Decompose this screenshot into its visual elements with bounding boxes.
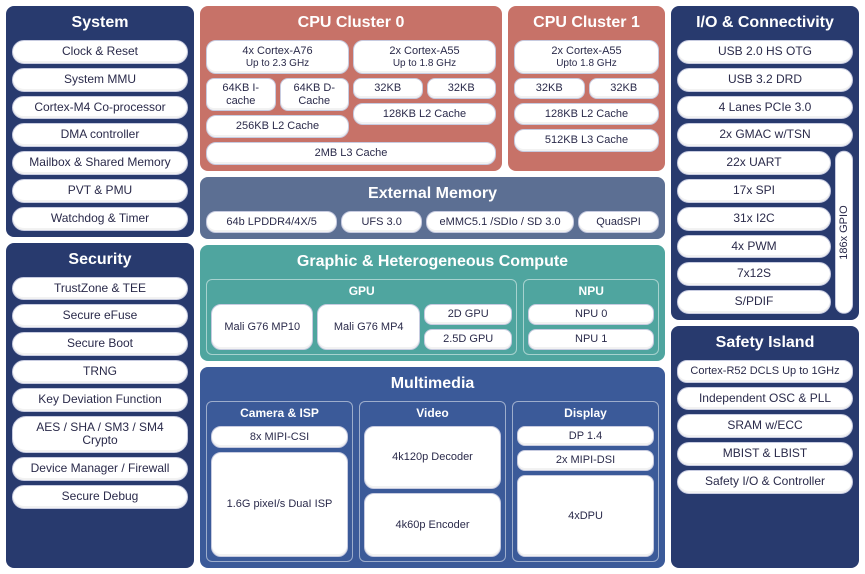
- io-gpio: 186x GPIO: [835, 151, 853, 314]
- gpu-d: 2.5D GPU: [424, 329, 512, 350]
- io-panel: I/O & Connectivity USB 2.0 HS OTG USB 3.…: [671, 6, 859, 320]
- gpu-c: 2D GPU: [424, 304, 512, 325]
- safety-item: Independent OSC & PLL: [677, 387, 853, 411]
- extmem-item: QuadSPI: [578, 211, 659, 234]
- system-item: Clock & Reset: [12, 40, 188, 64]
- mm-panel: Multimedia Camera & ISP 8x MIPI-CSI 1.6G…: [200, 367, 665, 568]
- cpu0-title: CPU Cluster 0: [206, 12, 496, 36]
- system-title: System: [12, 12, 188, 36]
- system-item: System MMU: [12, 68, 188, 92]
- cpu0-cacheB0: 32KB: [353, 78, 423, 99]
- io-item: 4x PWM: [677, 235, 831, 259]
- cpu0-panel: CPU Cluster 0 4x Cortex-A76Up to 2.3 GHz…: [200, 6, 502, 171]
- ghc-panel: Graphic & Heterogeneous Compute GPU Mali…: [200, 245, 665, 360]
- npu-title: NPU: [528, 284, 654, 300]
- security-item: Secure Boot: [12, 332, 188, 356]
- system-item: Mailbox & Shared Memory: [12, 151, 188, 175]
- io-title: I/O & Connectivity: [677, 12, 853, 36]
- ghc-title: Graphic & Heterogeneous Compute: [206, 251, 659, 275]
- security-title: Security: [12, 249, 188, 273]
- mm-cam-1: 1.6G pixeI/s DuaI ISP: [211, 452, 348, 557]
- security-item: TrustZone & TEE: [12, 277, 188, 301]
- mm-disp-1: 2x MIPI-DSI: [517, 450, 654, 471]
- io-item: 2x GMAC w/TSN: [677, 123, 853, 147]
- io-item: USB 3.2 DRD: [677, 68, 853, 92]
- mm-vid-title: Video: [364, 406, 501, 422]
- npu-1: NPU 1: [528, 329, 654, 350]
- mm-vid-0: 4k120p Decoder: [364, 426, 501, 490]
- cpu0-cacheA0: 64KB I-cache: [206, 78, 276, 111]
- security-item: Secure Debug: [12, 485, 188, 509]
- io-item: 31x I2C: [677, 207, 831, 231]
- safety-item: MBIST & LBIST: [677, 442, 853, 466]
- mm-disp: Display DP 1.4 2x MIPI-DSI 4xDPU: [512, 401, 659, 562]
- cpu1-l3: 512KB L3 Cache: [514, 129, 659, 152]
- mm-disp-0: DP 1.4: [517, 426, 654, 447]
- safety-item: Cortex-R52 DCLS Up to 1GHz: [677, 360, 853, 383]
- security-item: Secure eFuse: [12, 304, 188, 328]
- cpu1-l2: 128KB L2 Cache: [514, 103, 659, 126]
- io-item: 17x SPI: [677, 179, 831, 203]
- cpu1-core: 2x Cortex-A55Upto 1.8 GHz: [514, 40, 659, 74]
- cpu1-cache0: 32KB: [514, 78, 585, 99]
- safety-item: Safety I/O & Controller: [677, 470, 853, 494]
- system-item: DMA controller: [12, 123, 188, 147]
- security-panel: Security TrustZone & TEE Secure eFuse Se…: [6, 243, 194, 568]
- io-item: S/PDIF: [677, 290, 831, 314]
- io-item: 4 Lanes PCIe 3.0: [677, 96, 853, 120]
- cpu0-cacheA1: 64KB D-Cache: [280, 78, 350, 111]
- cpu0-l2A: 256KB L2 Cache: [206, 115, 349, 138]
- left-column: System Clock & Reset System MMU Cortex-M…: [6, 6, 194, 568]
- system-item: Cortex-M4 Co-processor: [12, 96, 188, 120]
- npu-0: NPU 0: [528, 304, 654, 325]
- cpu0-coreA: 4x Cortex-A76Up to 2.3 GHz: [206, 40, 349, 74]
- extmem-item: UFS 3.0: [341, 211, 422, 234]
- mm-vid-1: 4k60p Encoder: [364, 493, 501, 557]
- cpu0-cacheB1: 32KB: [427, 78, 497, 99]
- right-column: I/O & Connectivity USB 2.0 HS OTG USB 3.…: [671, 6, 859, 568]
- middle-column: CPU Cluster 0 4x Cortex-A76Up to 2.3 GHz…: [200, 6, 665, 568]
- extmem-item: 64b LPDDR4/4X/5: [206, 211, 337, 234]
- mm-vid: Video 4k120p Decoder 4k60p Encoder: [359, 401, 506, 562]
- safety-item: SRAM w/ECC: [677, 414, 853, 438]
- cpu-clusters-row: CPU Cluster 0 4x Cortex-A76Up to 2.3 GHz…: [200, 6, 665, 171]
- extmem-item: eMMC5.1 /SDIo / SD 3.0: [426, 211, 574, 234]
- io-item: 7x12S: [677, 262, 831, 286]
- cpu1-panel: CPU Cluster 1 2x Cortex-A55Upto 1.8 GHz …: [508, 6, 665, 171]
- cpu0-l3: 2MB L3 Cache: [206, 142, 496, 165]
- security-item: Key Deviation Function: [12, 388, 188, 412]
- security-item: AES / SHA / SM3 / SM4 Crypto: [12, 416, 188, 454]
- gpu-subpanel: GPU Mali G76 MP10 Mali G76 MP4 2D GPU 2.…: [206, 279, 517, 354]
- mm-disp-2: 4xDPU: [517, 475, 654, 557]
- security-item: Device Manager / Firewall: [12, 457, 188, 481]
- mm-cam-0: 8x MIPI-CSI: [211, 426, 348, 449]
- safety-panel: Safety Island Cortex-R52 DCLS Up to 1GHz…: [671, 326, 859, 568]
- system-item: PVT & PMU: [12, 179, 188, 203]
- cpu1-title: CPU Cluster 1: [514, 12, 659, 36]
- gpu-b: Mali G76 MP4: [317, 304, 419, 349]
- extmem-panel: External Memory 64b LPDDR4/4X/5 UFS 3.0 …: [200, 177, 665, 240]
- cpu0-l2B: 128KB L2 Cache: [353, 103, 496, 126]
- io-item: USB 2.0 HS OTG: [677, 40, 853, 64]
- cpu1-cache1: 32KB: [589, 78, 660, 99]
- safety-title: Safety Island: [677, 332, 853, 356]
- extmem-title: External Memory: [206, 183, 659, 207]
- gpu-title: GPU: [211, 284, 512, 300]
- system-panel: System Clock & Reset System MMU Cortex-M…: [6, 6, 194, 237]
- mm-title: Multimedia: [206, 373, 659, 397]
- gpu-a: Mali G76 MP10: [211, 304, 313, 349]
- mm-cam: Camera & ISP 8x MIPI-CSI 1.6G pixeI/s Du…: [206, 401, 353, 562]
- io-gpio-group: 22x UART 17x SPI 31x I2C 4x PWM 7x12S S/…: [677, 151, 853, 314]
- npu-subpanel: NPU NPU 0 NPU 1: [523, 279, 659, 354]
- cpu0-coreB: 2x Cortex-A55Up to 1.8 GHz: [353, 40, 496, 74]
- system-item: Watchdog & Timer: [12, 207, 188, 231]
- security-item: TRNG: [12, 360, 188, 384]
- io-item: 22x UART: [677, 151, 831, 175]
- mm-cam-title: Camera & ISP: [211, 406, 348, 422]
- mm-disp-title: Display: [517, 406, 654, 422]
